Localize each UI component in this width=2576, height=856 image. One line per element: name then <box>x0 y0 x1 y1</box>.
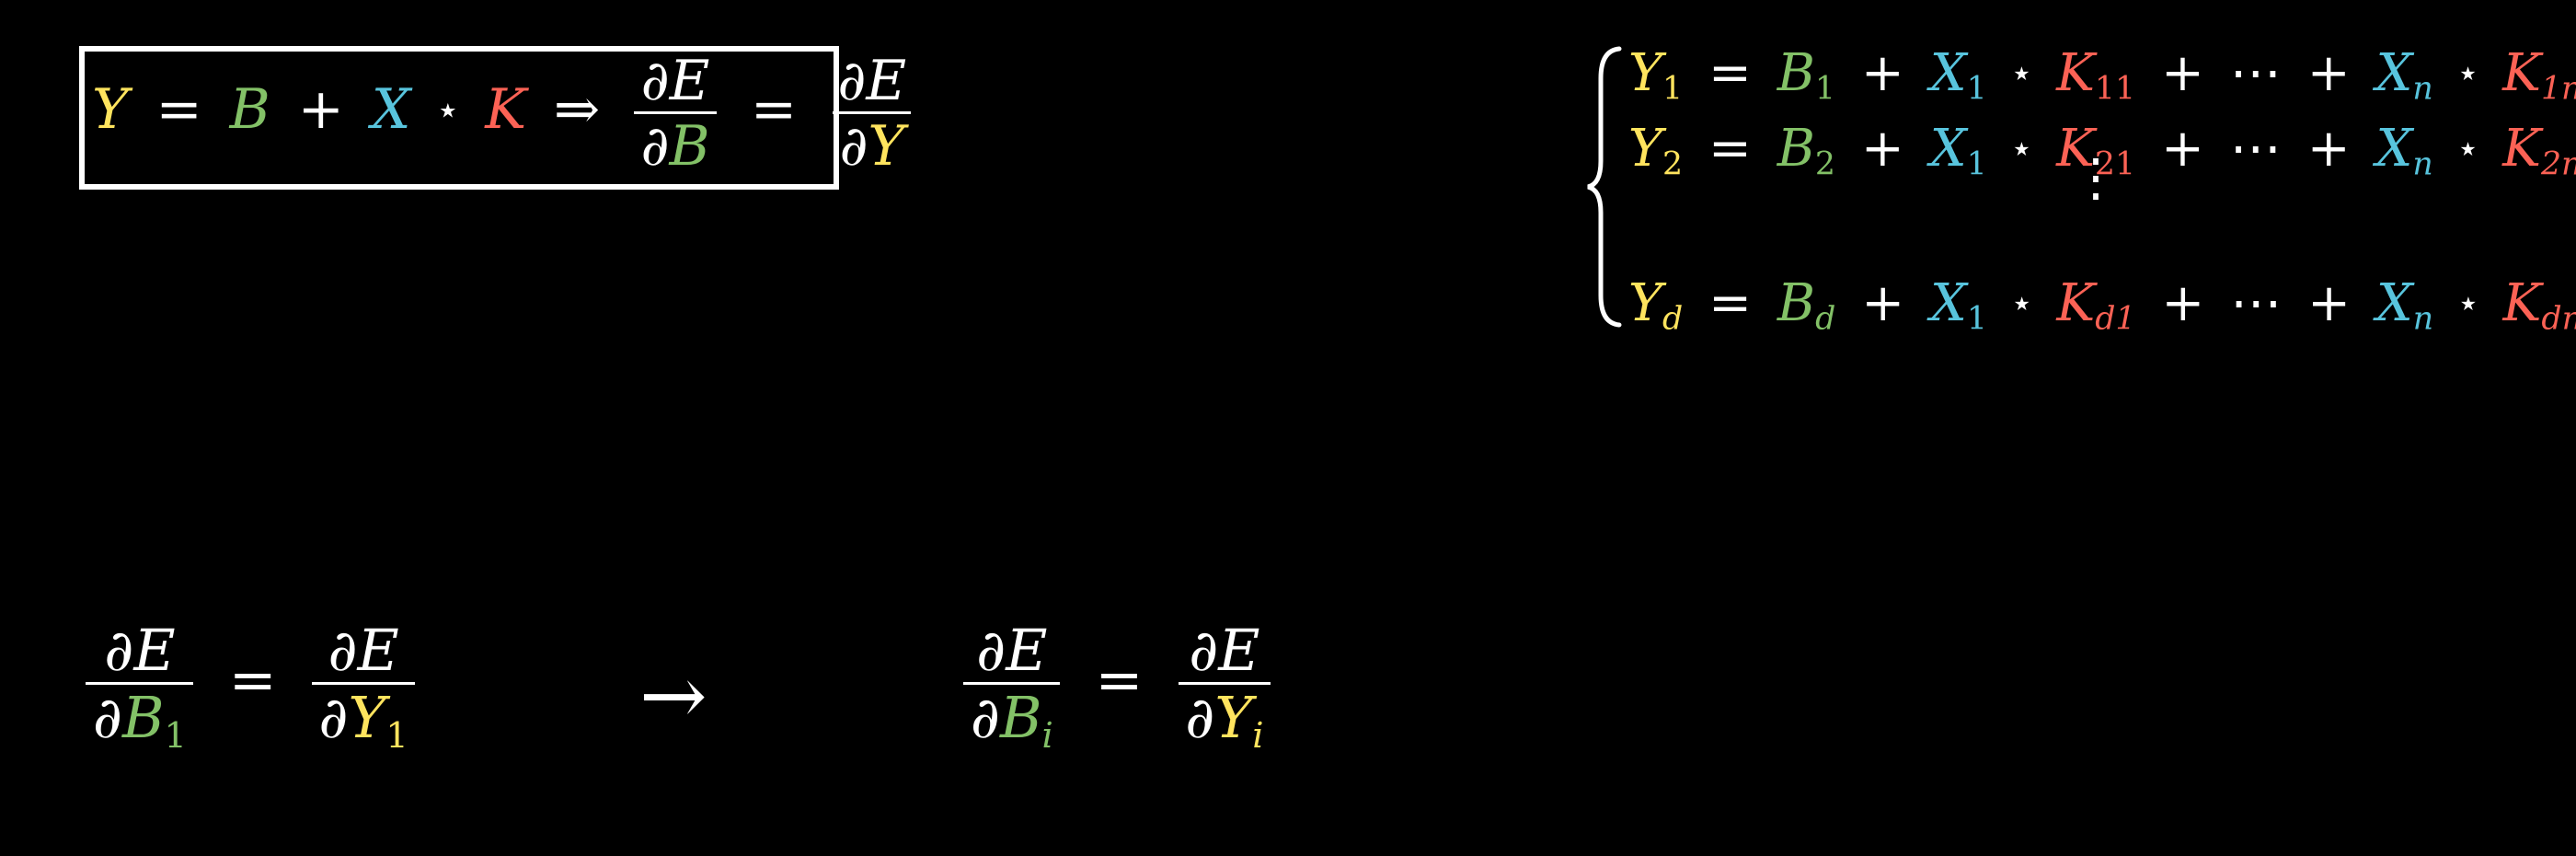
left-brace-icon <box>1587 46 1622 328</box>
star-icon: ⋆ <box>2009 52 2033 96</box>
star-icon: ⋆ <box>2009 127 2033 171</box>
right-arrow-icon: → <box>639 648 707 743</box>
cdots: ⋯ <box>2229 119 2282 179</box>
equals-sign: = <box>1095 645 1144 713</box>
star-icon: ⋆ <box>2456 282 2480 326</box>
plus-sign: + <box>297 76 344 142</box>
vdots: ⋮ <box>2070 148 2122 208</box>
gradient-b1-equation: ∂E ∂B1 = ∂E ∂Y1 <box>79 622 422 754</box>
fraction-dE-dB: ∂E ∂B <box>634 53 717 174</box>
equals-sign: = <box>228 645 277 713</box>
var-y: Y <box>92 76 129 142</box>
gradient-bi-equation: ∂E ∂Bi = ∂E ∂Yi <box>957 622 1277 754</box>
fraction-dE-dBi: ∂E ∂Bi <box>963 622 1061 754</box>
fraction-dE-dY1: ∂E ∂Y1 <box>311 622 416 754</box>
star-icon: ⋆ <box>2010 282 2034 326</box>
star-icon: ⋆ <box>2455 127 2480 171</box>
equals-sign: = <box>750 76 798 142</box>
fraction-dE-dB1: ∂E ∂B1 <box>86 622 194 754</box>
cdots: ⋯ <box>2229 43 2282 103</box>
system-row: Y1 = B1 + X1 ⋆ K11 + ⋯ + Xn ⋆ K1n <box>1628 43 2576 108</box>
implies-arrow: ⇒ <box>553 76 601 142</box>
var-x: X <box>371 76 411 142</box>
equation-box <box>79 46 839 190</box>
var-k: K <box>485 76 527 142</box>
correlation-star-icon: ⋆ <box>435 87 461 133</box>
equals-sign: = <box>155 76 202 142</box>
system-row: Y2 = B2 + X1 ⋆ K21 + ⋯ + Xn ⋆ K2n <box>1628 119 2576 183</box>
output-equation-system: Y1 = B1 + X1 ⋆ K11 + ⋯ + Xn ⋆ K1n Y2 = B… <box>1582 41 2576 335</box>
bias-gradient-equation: Y = B + X ⋆ K ⇒ ∂E ∂B = ∂E ∂Y <box>92 53 920 174</box>
fraction-dE-dYi: ∂E ∂Yi <box>1178 622 1271 754</box>
fraction-dE-dY: ∂E ∂Y <box>831 53 913 174</box>
cdots: ⋯ <box>2230 273 2283 333</box>
system-row: Yd = Bd + X1 ⋆ Kd1 + ⋯ + Xn ⋆ Kdn <box>1628 273 2576 338</box>
star-icon: ⋆ <box>2455 52 2480 96</box>
var-b: B <box>229 76 270 142</box>
